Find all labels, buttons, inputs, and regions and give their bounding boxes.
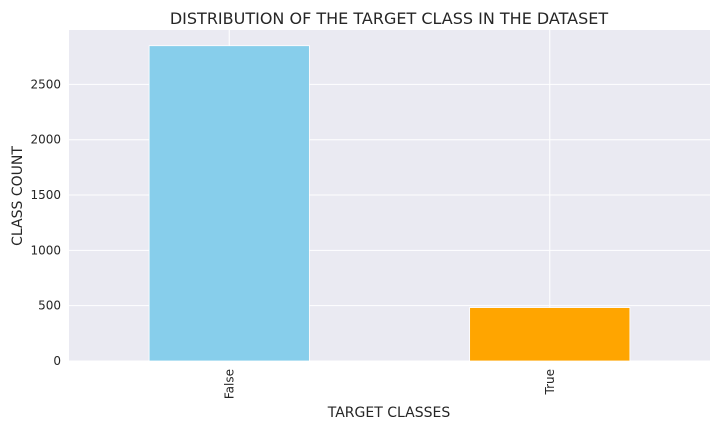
y-tick-label: 500 xyxy=(38,299,61,313)
x-tick-label: True xyxy=(543,369,557,396)
x-tick-label: False xyxy=(222,369,236,399)
y-axis-label: CLASS COUNT xyxy=(10,146,26,246)
y-tick-label: 0 xyxy=(53,354,61,368)
x-tick-labels: False True xyxy=(222,369,557,399)
y-tick-label: 2000 xyxy=(30,133,61,147)
y-tick-label: 2500 xyxy=(30,77,61,91)
chart-title: DISTRIBUTION OF THE TARGET CLASS IN THE … xyxy=(170,9,609,28)
y-tick-label: 1000 xyxy=(30,243,61,257)
y-tick-label: 1500 xyxy=(30,188,61,202)
x-axis-label: TARGET CLASSES xyxy=(327,405,451,421)
y-tick-labels: 0 500 1000 1500 2000 2500 xyxy=(30,77,61,368)
bar-false xyxy=(148,45,310,362)
bar-true xyxy=(469,307,631,362)
bars xyxy=(148,45,631,362)
